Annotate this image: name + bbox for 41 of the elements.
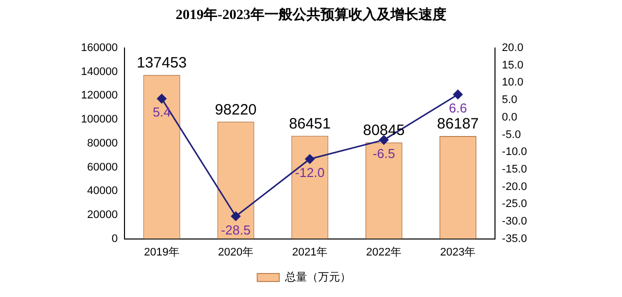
y2-tick-label: -35.0 xyxy=(502,232,528,245)
y-tick-label: 140000 xyxy=(80,66,118,78)
point xyxy=(305,154,315,164)
data-label: 86187 xyxy=(437,116,479,133)
point xyxy=(453,90,463,100)
y2-tick-label: 15.0 xyxy=(502,59,524,72)
data-label: 6.6 xyxy=(448,100,467,116)
y-tick-label: 40000 xyxy=(87,185,118,198)
y2-tick-label: 0.0 xyxy=(502,111,518,124)
x-tick-label: 2021年 xyxy=(292,246,328,258)
y2-tick-label: -15.0 xyxy=(502,163,528,176)
y2-tick-label: -10.0 xyxy=(502,146,528,158)
data-label: -6.5 xyxy=(372,146,396,162)
y-tick-label: 60000 xyxy=(87,161,118,174)
y2-tick-label: 20.0 xyxy=(502,42,524,54)
chart-title: 2019年-2023年一般公共预算收入及增长速度 xyxy=(174,6,448,24)
data-label: -12.0 xyxy=(294,165,325,180)
y2-tick-label: 5.0 xyxy=(502,94,518,106)
data-label: 5.4 xyxy=(152,104,171,120)
y-tick-label: 120000 xyxy=(80,90,118,102)
data-label: -28.5 xyxy=(220,222,251,238)
y-tick-label: 20000 xyxy=(87,208,118,221)
y2-tick-label: -20.0 xyxy=(502,180,528,193)
y-tick-label: 100000 xyxy=(80,114,118,126)
y2-tick-label: -5.0 xyxy=(502,128,521,141)
point xyxy=(156,94,166,104)
legend-label: 总量（万元） xyxy=(284,270,351,284)
y2-tick-label: 10.0 xyxy=(502,76,524,89)
data-label: 86451 xyxy=(288,115,331,132)
point xyxy=(231,212,241,221)
data-label: 137453 xyxy=(136,54,187,72)
y-tick-label: 0 xyxy=(112,232,118,245)
x-tick-label: 2019年 xyxy=(144,246,180,258)
x-tick-label: 2020年 xyxy=(218,246,254,258)
y2-tick-label: -30.0 xyxy=(502,215,528,228)
y-tick-label: 160000 xyxy=(80,42,118,54)
x-tick-label: 2022年 xyxy=(366,246,402,258)
y-tick-label: 80000 xyxy=(87,137,118,150)
x-tick-label: 2023年 xyxy=(440,246,476,258)
y2-tick-label: -25.0 xyxy=(502,198,528,210)
data-label: 98220 xyxy=(214,101,257,118)
